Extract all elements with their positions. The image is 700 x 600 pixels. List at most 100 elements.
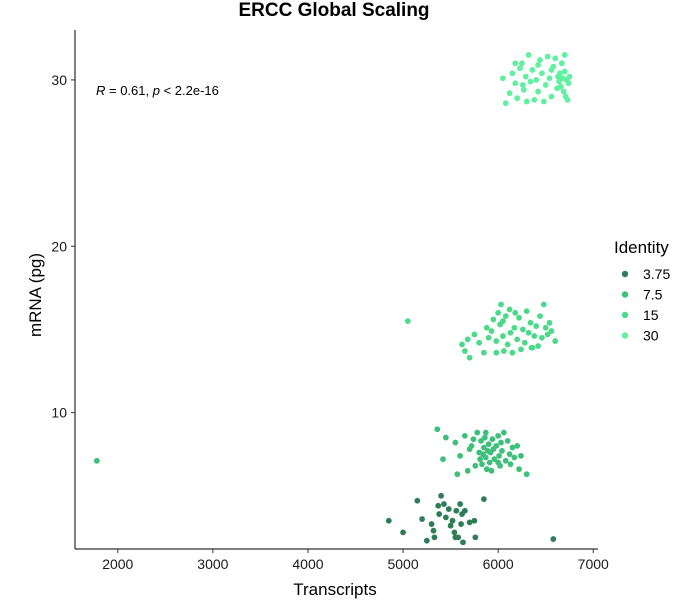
data-point xyxy=(506,90,513,97)
data-point xyxy=(479,461,485,468)
data-point xyxy=(509,444,516,451)
y-tick-label: 20 xyxy=(51,238,67,254)
data-point xyxy=(93,457,100,464)
data-point xyxy=(535,88,541,95)
data-point xyxy=(485,441,492,448)
data-point xyxy=(561,68,568,75)
data-point xyxy=(506,451,513,458)
data-point xyxy=(490,316,497,323)
data-point xyxy=(493,349,500,356)
data-point xyxy=(498,439,504,446)
data-point xyxy=(550,536,557,542)
data-point xyxy=(522,73,529,80)
data-point xyxy=(495,309,502,316)
x-tick-label: 2000 xyxy=(102,556,133,572)
data-point xyxy=(441,501,447,507)
data-point xyxy=(538,334,545,341)
data-point xyxy=(483,324,490,331)
data-point xyxy=(457,501,464,507)
data-point xyxy=(533,77,540,83)
data-point xyxy=(531,333,538,339)
data-point xyxy=(442,434,449,441)
data-point xyxy=(500,318,506,325)
data-point xyxy=(523,98,530,105)
data-point xyxy=(468,442,475,449)
data-point xyxy=(419,516,425,522)
data-point xyxy=(499,447,505,454)
data-point xyxy=(495,459,502,466)
data-point xyxy=(518,452,524,459)
data-point xyxy=(491,456,498,463)
data-point xyxy=(500,348,507,354)
data-point xyxy=(404,318,411,325)
data-point xyxy=(564,96,571,103)
r-symbol: R xyxy=(96,83,105,98)
data-point xyxy=(535,62,541,68)
data-point xyxy=(544,53,551,60)
data-point xyxy=(474,429,481,436)
data-point xyxy=(495,432,502,439)
data-point xyxy=(528,344,535,351)
data-point xyxy=(480,444,487,451)
data-point xyxy=(431,534,438,541)
data-point xyxy=(557,70,563,77)
data-point xyxy=(477,456,483,463)
data-point xyxy=(471,331,478,338)
data-point xyxy=(540,301,547,308)
data-point xyxy=(496,452,503,459)
data-point xyxy=(489,436,496,443)
data-point xyxy=(447,522,454,529)
data-point xyxy=(538,70,545,77)
data-point xyxy=(466,519,473,526)
data-point xyxy=(449,517,456,524)
data-point xyxy=(542,324,549,331)
data-point xyxy=(464,467,471,474)
data-point xyxy=(470,436,477,443)
data-point xyxy=(436,511,443,517)
data-point xyxy=(445,506,452,512)
data-point xyxy=(500,429,507,436)
y-tick-label: 10 xyxy=(51,405,67,421)
data-point xyxy=(476,339,483,346)
x-tick-label: 7000 xyxy=(578,556,609,572)
data-point xyxy=(480,496,487,502)
legend-swatch xyxy=(621,270,629,278)
data-point xyxy=(537,313,543,320)
data-point xyxy=(519,81,526,88)
data-point xyxy=(523,471,530,478)
data-point xyxy=(512,309,519,316)
data-point xyxy=(486,459,493,466)
data-point xyxy=(414,497,421,504)
data-point xyxy=(482,429,489,436)
data-point xyxy=(451,529,458,536)
data-point xyxy=(512,80,519,87)
legend-label: 3.75 xyxy=(643,266,670,282)
data-point xyxy=(565,80,572,87)
y-axis-ticks: 10 20 30 xyxy=(51,72,75,421)
data-point xyxy=(498,301,504,308)
y-tick-label: 30 xyxy=(51,72,67,88)
data-point xyxy=(507,461,514,468)
data-point xyxy=(511,454,518,461)
data-point xyxy=(481,434,488,441)
data-point xyxy=(502,313,509,320)
data-point xyxy=(504,341,511,348)
x-axis-ticks: 2000 3000 4000 5000 6000 7000 xyxy=(102,549,609,572)
data-point xyxy=(546,75,553,82)
legend-title: Identity xyxy=(614,238,669,257)
data-point xyxy=(483,466,490,473)
data-point xyxy=(544,331,551,338)
legend-label: 15 xyxy=(643,307,659,323)
data-point xyxy=(460,539,466,546)
plot-area: 2000 3000 4000 5000 6000 7000 10 20 30 xyxy=(51,30,609,572)
data-point xyxy=(423,537,430,544)
data-point xyxy=(385,517,392,524)
data-point xyxy=(472,462,479,469)
data-point xyxy=(552,338,559,344)
data-points xyxy=(93,52,573,546)
data-point xyxy=(478,437,484,444)
r-value: = 0.61, xyxy=(105,83,152,98)
x-tick-label: 6000 xyxy=(483,556,514,572)
data-point xyxy=(511,324,518,331)
